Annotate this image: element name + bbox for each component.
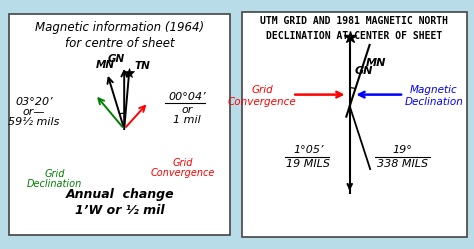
Text: or: or xyxy=(182,105,193,115)
Text: 19°: 19° xyxy=(392,145,412,155)
Text: for centre of sheet: for centre of sheet xyxy=(65,37,174,50)
Text: DECLINATION AT CENTER OF SHEET: DECLINATION AT CENTER OF SHEET xyxy=(266,31,442,41)
Text: 59½ mils: 59½ mils xyxy=(9,117,60,127)
FancyBboxPatch shape xyxy=(9,14,230,235)
Text: 1 mil: 1 mil xyxy=(173,115,201,125)
Text: Magnetic information (1964): Magnetic information (1964) xyxy=(35,21,204,34)
Text: MN: MN xyxy=(366,58,387,68)
FancyBboxPatch shape xyxy=(242,12,467,237)
Text: GN: GN xyxy=(354,66,373,76)
Text: Annual  change: Annual change xyxy=(65,188,174,201)
Text: GN: GN xyxy=(108,54,125,64)
Text: 03°20’: 03°20’ xyxy=(15,97,53,107)
Text: 19 MILS: 19 MILS xyxy=(286,159,330,169)
Text: 1’W or ½ mil: 1’W or ½ mil xyxy=(75,203,164,217)
Text: 1°05’: 1°05’ xyxy=(293,145,324,155)
Text: UTM GRID AND 1981 MAGNETIC NORTH: UTM GRID AND 1981 MAGNETIC NORTH xyxy=(260,16,448,26)
Text: Magnetic: Magnetic xyxy=(410,85,458,95)
Text: Declination: Declination xyxy=(27,179,82,189)
Text: 338 MILS: 338 MILS xyxy=(377,159,428,169)
Text: 00°04’: 00°04’ xyxy=(168,92,206,103)
Text: MN: MN xyxy=(95,60,114,70)
Text: or—: or— xyxy=(23,107,46,117)
Text: Grid: Grid xyxy=(252,85,273,95)
Text: TN: TN xyxy=(135,61,150,71)
Text: Convergence: Convergence xyxy=(151,168,215,178)
Text: Declination: Declination xyxy=(404,97,464,107)
Text: Convergence: Convergence xyxy=(228,97,297,107)
Text: Grid: Grid xyxy=(173,158,193,168)
Text: Grid: Grid xyxy=(44,169,64,179)
